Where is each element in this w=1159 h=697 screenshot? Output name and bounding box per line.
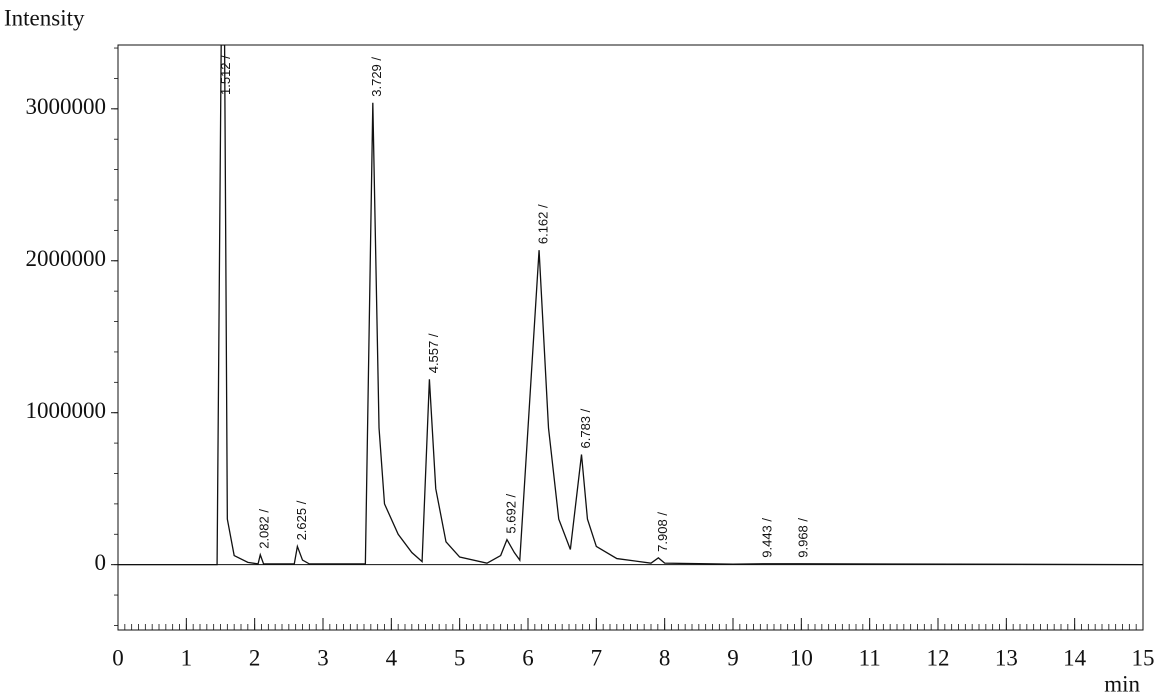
y-tick-label: 2000000 [26,246,107,271]
peak-label: 5.692 / [503,493,518,533]
x-tick-label: 11 [859,645,881,670]
peak-label: 4.557 / [426,333,441,373]
x-tick-label: 15 [1132,645,1155,670]
x-tick-label: 5 [454,645,466,670]
x-tick-label: 8 [659,645,671,670]
y-tick-label: 1000000 [26,398,107,423]
x-tick-label: 13 [995,645,1018,670]
x-axis-label: min [1104,671,1140,696]
x-tick-label: 12 [927,645,950,670]
x-tick-label: 9 [727,645,739,670]
plot-frame [117,44,1144,631]
peak-label: 1.512 / [218,55,233,95]
peak-label: 6.783 / [578,408,593,448]
y-axis-label: Intensity [4,5,85,30]
x-tick-label: 7 [591,645,603,670]
peak-label: 2.082 / [257,509,272,549]
y-tick-label: 0 [95,550,107,575]
x-tick-label: 0 [112,645,124,670]
peak-label: 6.162 / [536,204,551,244]
x-tick-label: 6 [522,645,534,670]
peak-label: 7.908 / [655,512,670,552]
x-tick-label: 14 [1063,645,1087,670]
peak-label: 3.729 / [369,57,384,97]
peak-label: 2.625 / [294,500,309,540]
peak-label: 9.443 / [760,518,775,558]
trace [118,45,1143,566]
x-tick-label: 3 [317,645,329,670]
x-tick-label: 4 [386,645,398,670]
x-tick-label: 1 [181,645,193,670]
x-tick-label: 10 [790,645,813,670]
x-tick-label: 2 [249,645,261,670]
peak-label: 9.968 / [796,518,811,558]
y-tick-label: 3000000 [26,94,107,119]
